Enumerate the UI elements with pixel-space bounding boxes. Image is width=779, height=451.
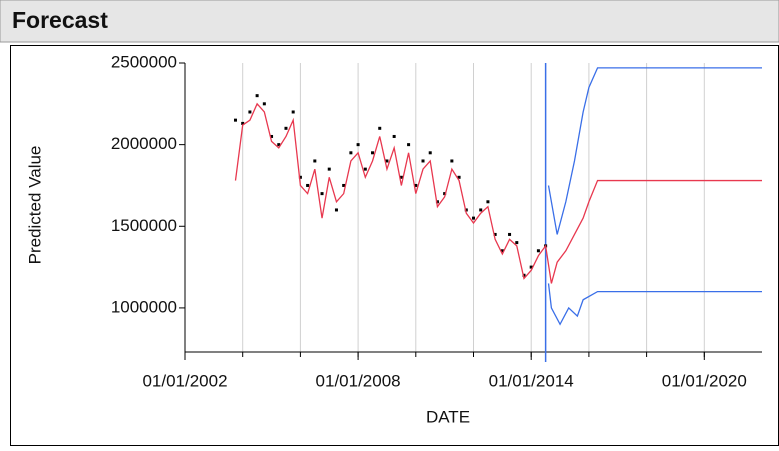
data-point [522,273,526,277]
data-point [327,167,331,171]
data-point [457,175,461,179]
data-point [255,94,259,98]
y-tick-label: 1000000 [111,297,177,316]
data-point [486,200,490,204]
data-point [313,159,317,163]
header-bar [0,0,779,43]
data-point [508,232,512,236]
data-point [342,183,346,187]
x-axis-title: DATE [426,407,470,426]
series-line [547,283,762,326]
data-point [385,159,389,163]
data-point [334,208,338,212]
data-point [493,232,497,236]
frame [10,45,779,446]
data-point [479,208,483,212]
y-axis-title: Predicted Value [25,146,44,265]
data-point [356,143,360,147]
data-point [399,175,403,179]
y-tick-label: 1500000 [111,216,177,235]
data-point [414,183,418,187]
data-point [464,208,468,212]
data-point [349,151,353,155]
series-line [234,102,762,284]
data-point [262,102,266,106]
data-point [536,249,540,253]
header-title[interactable]: Forecast [12,7,108,33]
data-point [320,192,324,196]
data-point [306,183,310,187]
data-point [472,216,475,220]
y-tick-label: 2000000 [111,134,177,153]
x-tick-label: 01/01/2020 [662,371,747,390]
data-point [529,265,533,269]
data-point [291,110,295,114]
data-point [450,159,454,163]
data-point [248,110,252,114]
series-line [547,67,762,235]
data-point [284,126,288,130]
data-point [515,241,519,245]
data-point [233,118,237,122]
x-tick-label: 01/01/2014 [489,371,574,390]
data-point [435,200,439,204]
data-point [421,159,425,163]
y-tick-label: 2500000 [111,52,177,71]
data-point [407,143,411,147]
data-point [428,151,432,155]
x-tick-label: 01/01/2008 [316,371,401,390]
data-point [500,249,504,253]
data-point [371,151,375,155]
data-point [392,134,396,138]
x-tick-label: 01/01/2002 [142,371,227,390]
data-point [378,126,382,130]
data-point [443,192,447,196]
data-point [363,167,367,171]
data-point [270,134,274,138]
data-point [298,175,302,179]
data-point [241,121,245,125]
data-point [277,143,281,147]
